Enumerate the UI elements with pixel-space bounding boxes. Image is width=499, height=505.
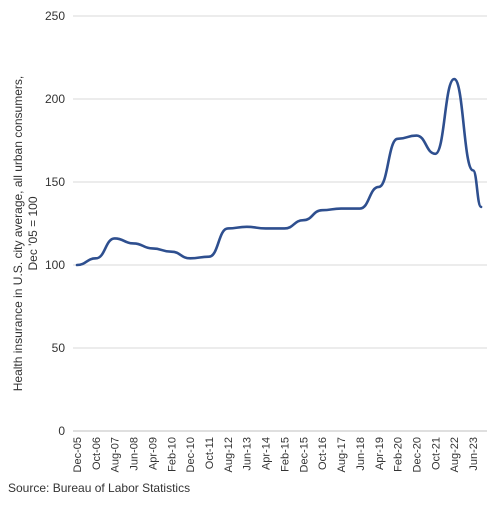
x-axis-ticks: Dec-05 Oct-06 Aug-07 Jun-08 Apr-09 Feb-10 Dec-… [72,437,480,472]
x-tick-label: Aug-17 [336,437,348,472]
y-axis-label-line: Dec '05 = 100 [26,196,40,270]
x-tick-label: Oct-06 [91,437,103,470]
x-tick-label: Oct-11 [204,437,216,469]
x-tick-label: Aug-12 [223,437,235,472]
source-note: Source: Bureau of Labor Statistics [8,481,190,495]
y-tick-label: 250 [45,9,65,23]
x-tick-label: Aug-07 [110,437,122,472]
series-line [77,79,481,265]
x-tick-label: Aug-22 [449,437,461,472]
x-tick-label: Dec-10 [185,437,197,472]
series-layer [77,79,481,265]
x-tick-label: Jun-18 [355,437,367,471]
x-tick-label: Dec-20 [411,437,423,472]
y-tick-label: 100 [45,258,65,272]
y-axis-label-line: Health insurance in U.S. city average, a… [11,76,25,392]
x-tick-label: Feb-15 [279,437,291,472]
x-tick-label: Oct-16 [317,437,329,470]
y-tick-label: 150 [45,175,65,189]
x-tick-label: Jun-23 [468,437,480,471]
x-tick-label: Jun-08 [129,437,141,471]
x-tick-label: Dec-05 [72,437,84,472]
y-tick-label: 200 [45,92,65,106]
x-tick-label: Apr-19 [374,437,386,470]
y-axis-label: Health insurance in U.S. city average, a… [11,76,40,392]
x-tick-label: Oct-21 [430,437,442,470]
y-axis-ticks: 0 50 100 150 200 250 [45,9,65,438]
gridlines [73,16,487,348]
x-tick-label: Feb-20 [393,437,405,472]
y-tick-label: 50 [52,341,66,355]
y-tick-label: 0 [58,424,65,438]
x-tick-label: Jun-13 [242,437,254,471]
x-tick-label: Apr-14 [261,437,273,470]
x-tick-label: Dec-15 [298,437,310,472]
x-tick-label: Feb-10 [166,437,178,472]
x-tick-label: Apr-09 [147,437,159,470]
